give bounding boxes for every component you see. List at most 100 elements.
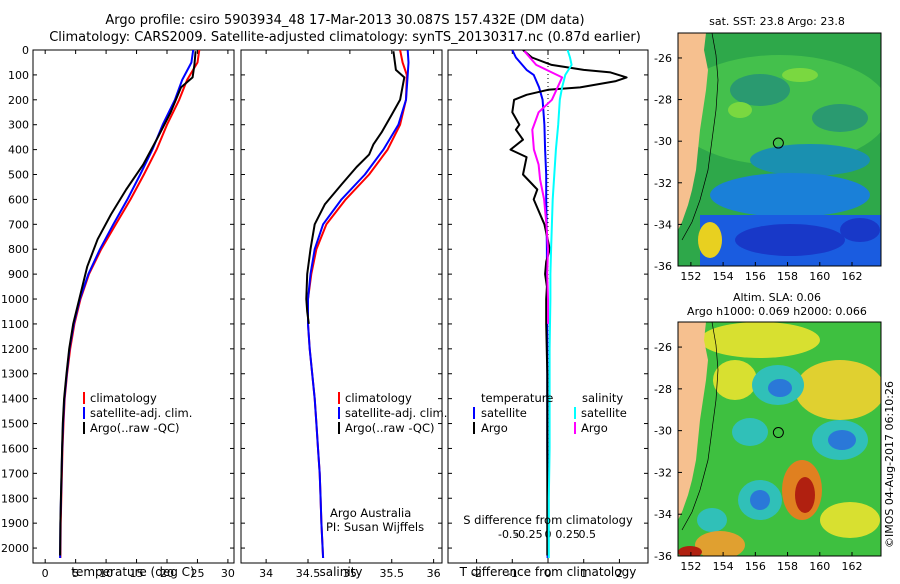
depth-tick-label: 1800 [1,492,29,505]
sst-map-frame [677,32,882,267]
map-x-tick-label: 162 [842,270,863,283]
sla-map-x-ticks: 152 154 156 158 160 162 [680,552,863,573]
map-y-tick-label: -32 [654,466,672,479]
map-y-tick-label: -30 [654,135,672,148]
temperature-x-ticks: 0 5 10 15 20 25 30 [42,50,235,580]
map-x-tick-label: 154 [713,270,734,283]
sla-blue-3 [750,490,770,510]
sst-land [678,33,708,230]
temperature-axes-frame [32,49,235,564]
sla-red-2 [678,546,702,556]
map-y-tick-label: -34 [654,508,672,521]
depth-tick-label: 100 [8,69,29,82]
sla-shelf-contour [681,322,719,531]
difference-legend-t-sat: satellite [481,406,527,420]
sla-map-panel: Altim. SLA: 0.06 Argo h1000: 0.069 h2000… [654,291,882,573]
sst-cool-patch-1 [730,74,790,106]
temperature-panel: 0100200300400500600700800900100011001200… [1,44,235,580]
salinity-panel: 34 34.5 35 35.5 36 salinity climatology sate… [240,49,447,580]
salinity-depth-ticks [241,49,442,549]
series-line-satellite-adj-clim- [307,50,410,559]
difference-legend-t-argo: Argo [481,421,508,435]
series-line-argo-raw-qc- [59,51,197,556]
depth-tick-label: 1100 [1,318,29,331]
x-tick-label: -1 [507,567,518,580]
sla-map-subtitle: Argo h1000: 0.069 h2000: 0.066 [687,305,867,318]
map-y-tick-label: -30 [654,425,672,438]
depth-tick-label: 300 [8,119,29,132]
salinity-legend: climatology satellite-adj. clim. Argo(..… [338,391,447,435]
x-tick-label: 34.5 [296,567,321,580]
x-tick-label: 10 [99,567,113,580]
sst-bright-2 [782,68,818,82]
difference-lines [509,50,628,558]
salinity-legend-sat: satellite-adj. clim. [345,406,447,420]
depth-tick-label: 500 [8,169,29,182]
sst-cool-patch-4 [710,173,870,217]
x-tick-label: 0 [42,567,49,580]
x-tick-label: 35.5 [380,567,405,580]
sla-cyan-2 [732,418,768,446]
sst-cool-patch-2 [812,104,868,132]
sla-land [678,322,708,520]
salinity-lines [305,50,410,559]
salinity-xlabel: salinity [319,565,362,579]
depth-tick-label: 1000 [1,293,29,306]
map-x-tick-label: 158 [777,270,798,283]
sst-map-title: sat. SST: 23.8 Argo: 23.8 [709,15,845,28]
depth-tick-label: 400 [8,144,29,157]
depth-tick-label: 200 [8,94,29,107]
depth-tick-label: 800 [8,243,29,256]
sst-map-panel: sat. SST: 23.8 Argo: 23.8 152 154 156 158 16… [654,15,882,283]
x-tick-label: -2 [471,567,482,580]
sst-argo-location-marker [772,137,784,149]
map-x-tick-label: 156 [745,270,766,283]
sst-shelf-contour [681,33,719,241]
salinity-annotation-pi: PI: Susan Wijffels [326,520,424,534]
sst-cool-patch-3 [750,144,870,176]
sst-bright-1 [728,102,752,118]
depth-tick-label: 0 [22,44,29,57]
sla-yellow-4 [820,502,880,538]
s-tick-label: 0.25 [555,528,580,541]
map-y-tick-label: -36 [654,550,672,563]
salinity-legend-argo: Argo(..raw -QC) [345,421,435,435]
s-tick-label: -0.5 [498,528,519,541]
series-line-argo-raw-qc- [305,51,406,325]
series-line-s-satellite [547,50,573,558]
map-x-tick-label: 162 [842,560,863,573]
difference-legend-s-header: salinity [582,391,623,405]
x-tick-label: 30 [221,567,235,580]
sla-yellow-3 [713,360,757,400]
map-y-tick-label: -28 [654,383,672,396]
x-tick-label: 2 [616,567,623,580]
depth-tick-label: 900 [8,268,29,281]
depth-tick-label: 2000 [1,542,29,555]
x-tick-label: 36 [427,567,441,580]
x-tick-label: 1 [580,567,587,580]
difference-legend-s-argo: Argo [581,421,608,435]
salinity-x-ticks: 34 34.5 35 35.5 36 [259,50,441,580]
map-x-tick-label: 156 [745,560,766,573]
depth-tick-label: 1600 [1,442,29,455]
salinity-legend-clim: climatology [345,391,412,405]
difference-xlabel: T difference from climatology [459,565,637,579]
series-line-t-argo [509,50,628,556]
sst-map-x-ticks: 152 154 156 158 160 162 [680,262,863,283]
temperature-xlabel: temperature (deg C) [71,565,194,579]
map-y-tick-label: -34 [654,218,672,231]
sla-red-1 [795,477,815,513]
sst-cold-core-2 [840,218,880,242]
sla-yellow-1 [700,322,820,358]
sla-map-frame [677,321,882,557]
depth-tick-label: 600 [8,193,29,206]
imos-watermark: ©IMOS 04-Aug-2017 06:10:26 [883,381,896,548]
sst-warm-nearshore [698,222,722,258]
series-line-s-argo [523,50,564,324]
depth-tick-label: 1400 [1,393,29,406]
depth-tick-label: 1200 [1,343,29,356]
sst-warm-band [678,55,881,165]
map-y-tick-label: -32 [654,177,672,190]
map-y-tick-label: -28 [654,94,672,107]
